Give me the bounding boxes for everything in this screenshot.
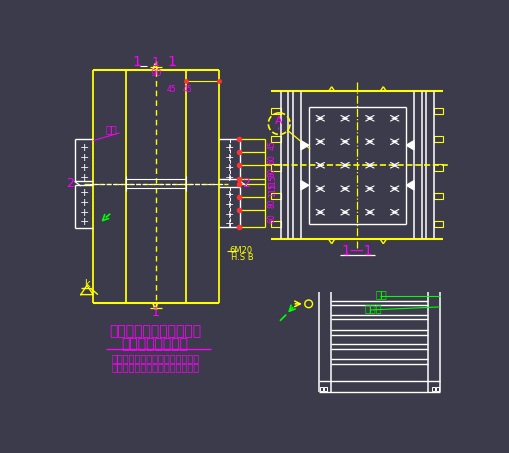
Bar — [324, 387, 327, 391]
Text: +: + — [224, 210, 234, 220]
Text: 1: 1 — [152, 306, 160, 319]
Bar — [433, 164, 443, 171]
Text: 接，腹板采用摩擦型高强螺栓连接: 接，腹板采用摩擦型高强螺栓连接 — [111, 362, 199, 372]
Text: 连接板: 连接板 — [364, 304, 382, 313]
Bar — [271, 108, 280, 115]
Text: +: + — [224, 164, 234, 173]
Text: 1—1: 1—1 — [341, 244, 373, 258]
Text: k: k — [84, 279, 90, 289]
Bar — [271, 164, 280, 171]
Text: 80: 80 — [267, 198, 276, 208]
Text: +: + — [79, 164, 89, 173]
Text: 60: 60 — [267, 213, 276, 223]
Text: 翁缘采用全燔透的坡口对接焊缝连: 翁缘采用全燔透的坡口对接焊缝连 — [111, 353, 199, 363]
Text: 1: 1 — [152, 56, 160, 69]
Bar — [271, 221, 280, 227]
Text: +: + — [224, 173, 234, 183]
Bar — [433, 193, 443, 199]
Text: +: + — [224, 189, 234, 199]
Bar — [320, 387, 323, 391]
Text: +: + — [79, 208, 89, 218]
Bar — [435, 387, 438, 391]
Bar — [431, 387, 434, 391]
Text: 45: 45 — [182, 85, 192, 93]
Bar — [433, 108, 443, 115]
Text: 115: 115 — [267, 183, 276, 198]
Bar — [271, 136, 280, 142]
Polygon shape — [406, 181, 413, 190]
Text: 45: 45 — [267, 141, 276, 150]
Text: +: + — [79, 198, 89, 208]
Text: 耳板: 耳板 — [106, 124, 118, 134]
Text: 45: 45 — [166, 85, 176, 93]
Text: 工字形截面柱的工地拼接: 工字形截面柱的工地拼接 — [109, 324, 201, 338]
Text: +: + — [224, 153, 234, 164]
Text: +: + — [224, 219, 234, 229]
Text: +: + — [224, 199, 234, 209]
Text: 1: 1 — [132, 55, 141, 69]
Polygon shape — [300, 140, 308, 150]
Bar — [433, 221, 443, 227]
Text: 115: 115 — [267, 174, 276, 188]
Text: 1: 1 — [167, 55, 176, 69]
Text: +: + — [79, 173, 89, 183]
Text: 80: 80 — [267, 167, 276, 177]
Text: 耳板: 耳板 — [375, 289, 387, 299]
Text: +: + — [224, 143, 234, 153]
Text: +: + — [79, 188, 89, 198]
Text: +: + — [79, 153, 89, 164]
Text: 60: 60 — [267, 154, 276, 164]
Text: 2: 2 — [66, 177, 74, 190]
Polygon shape — [406, 140, 413, 150]
Bar — [271, 193, 280, 199]
Text: 2: 2 — [241, 177, 249, 190]
Text: A: A — [275, 116, 282, 126]
Text: +: + — [79, 143, 89, 153]
Text: H.S B: H.S B — [231, 253, 253, 262]
Text: +: + — [79, 217, 89, 227]
Text: 90: 90 — [150, 69, 161, 78]
Text: 6M20: 6M20 — [229, 246, 251, 255]
Text: 及耳板的设置构造: 及耳板的设置构造 — [122, 337, 188, 351]
Bar — [433, 136, 443, 142]
Polygon shape — [300, 181, 308, 190]
